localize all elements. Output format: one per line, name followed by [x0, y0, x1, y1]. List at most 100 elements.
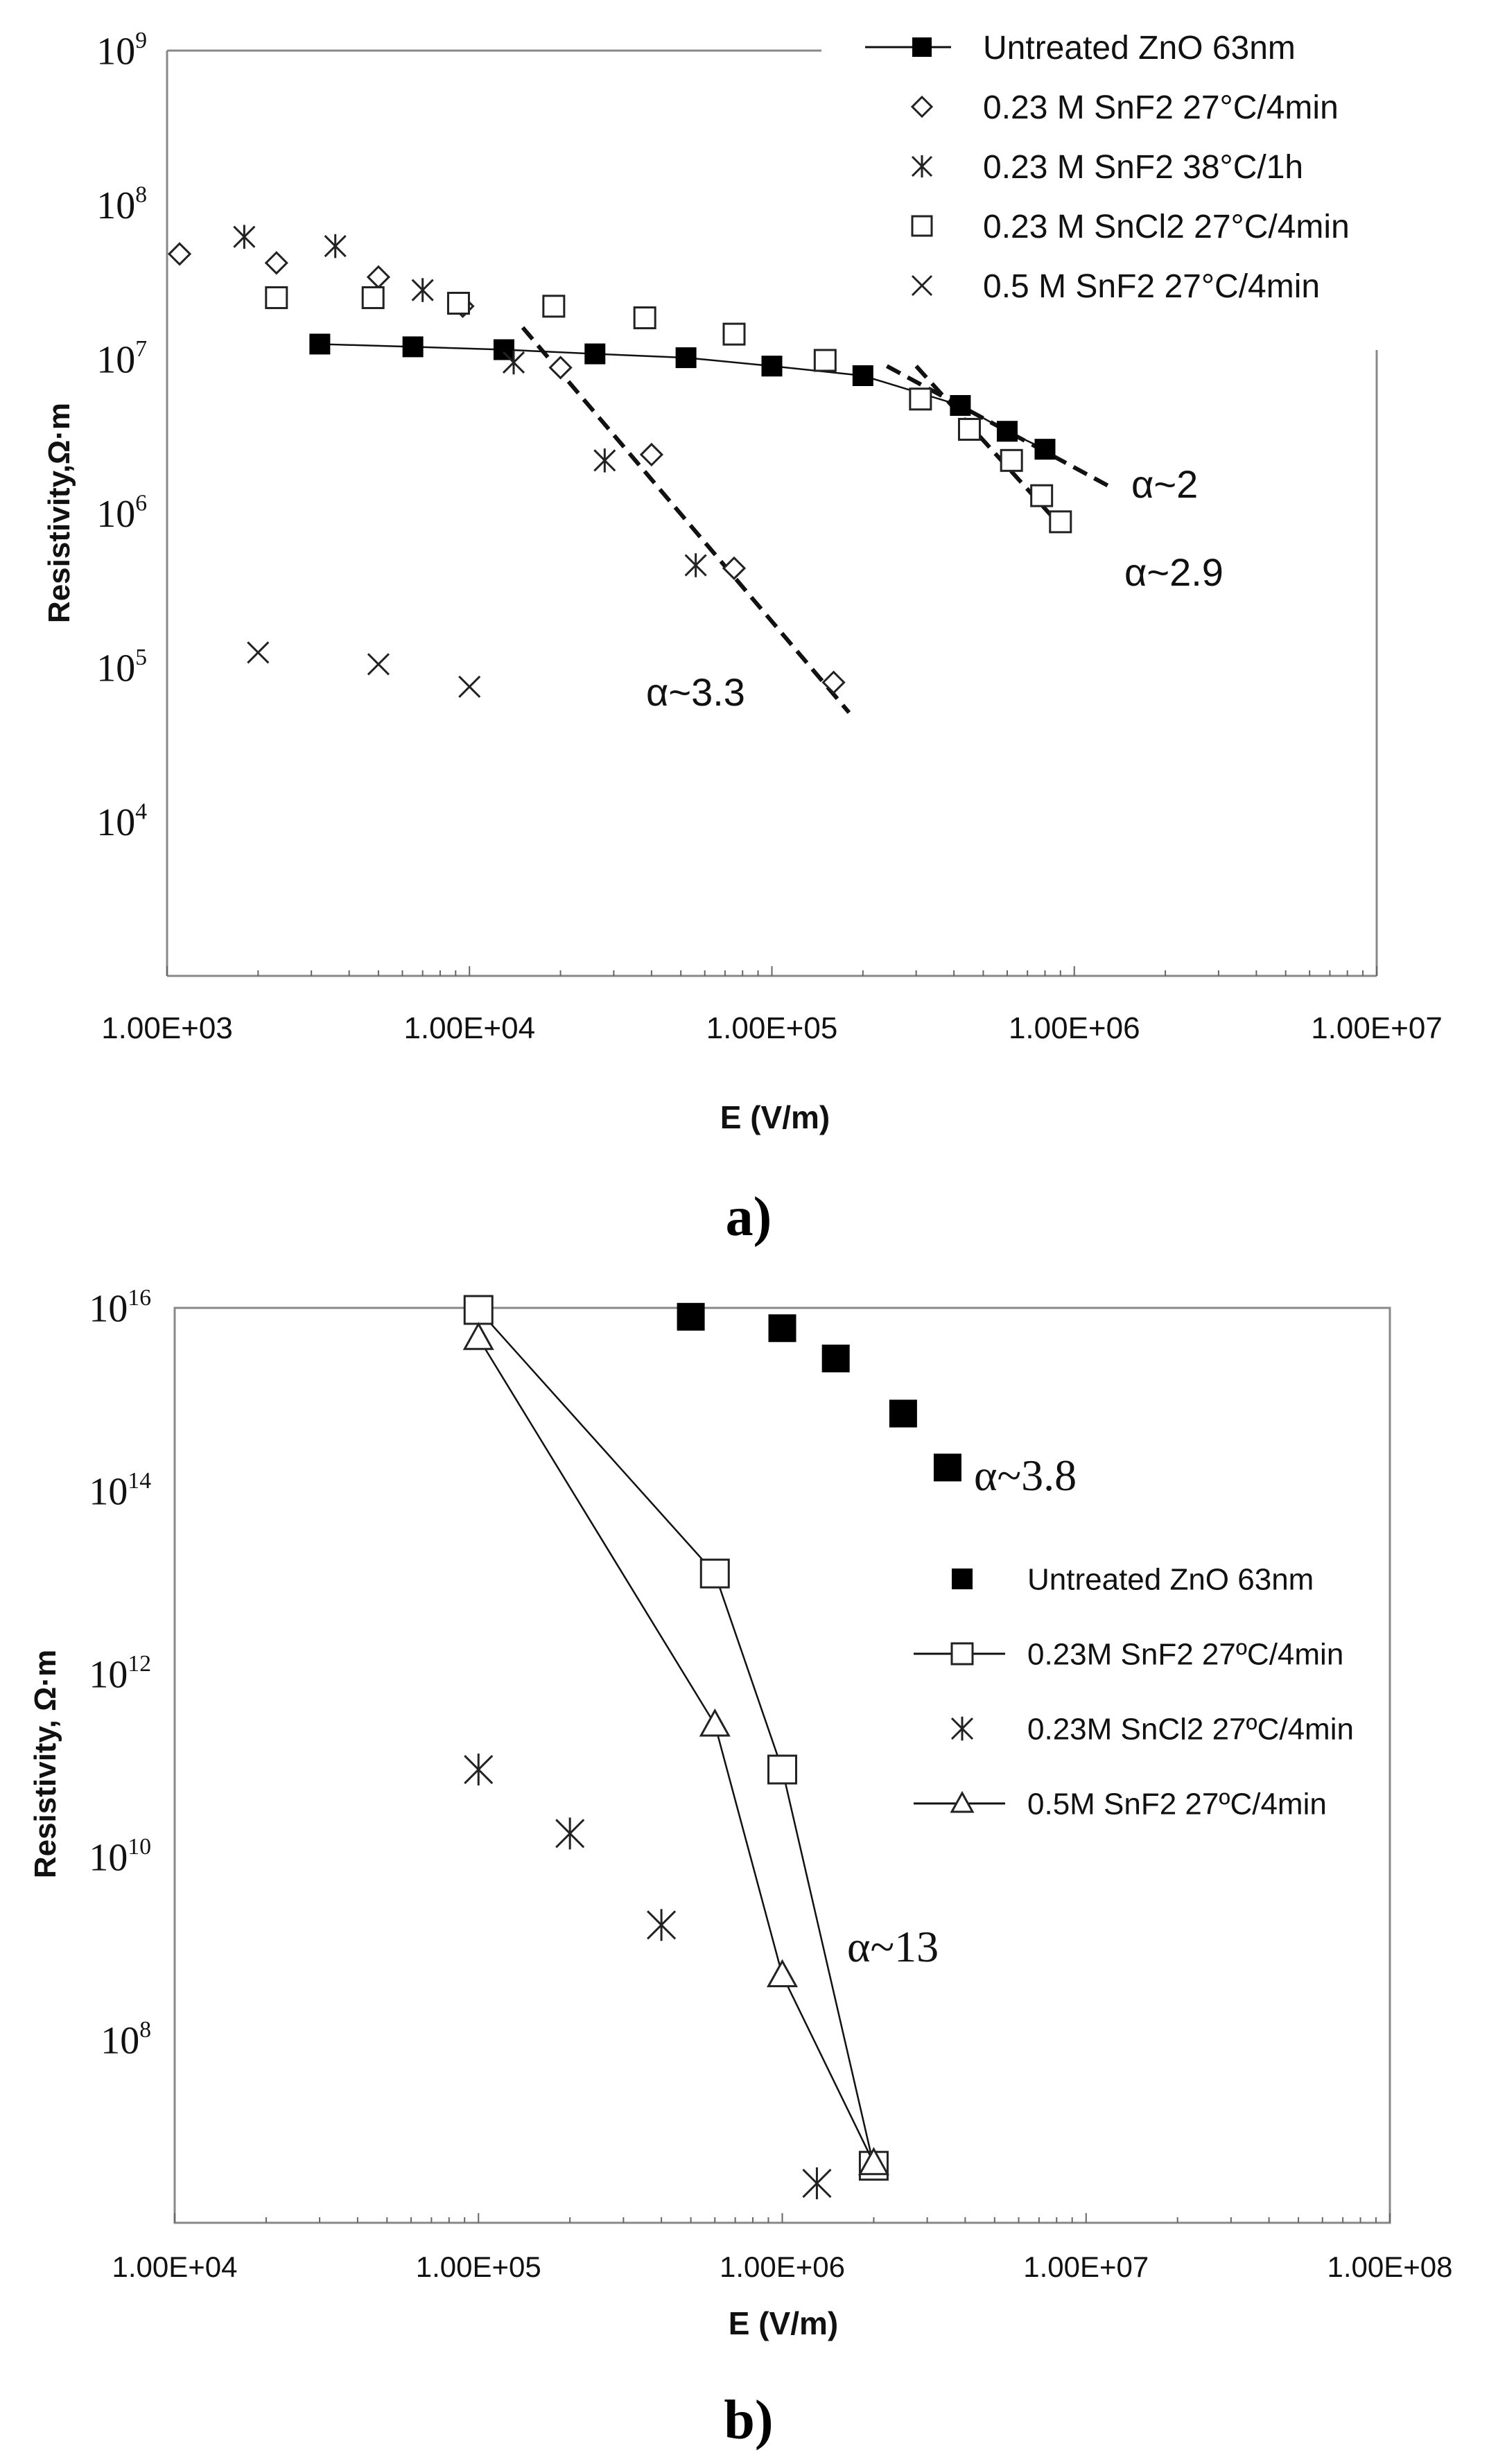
series-line — [478, 1309, 875, 2167]
data-point — [367, 653, 390, 676]
x-tick-label: 1.00E+07 — [1311, 1011, 1443, 1045]
data-point — [857, 2147, 889, 2176]
data-point — [996, 421, 1018, 442]
data-point — [821, 670, 846, 694]
data-point — [821, 1344, 850, 1372]
y-axis-label-a: Resistivity,Ω·m — [42, 403, 76, 623]
y-tick-label: 1010 — [89, 1834, 151, 1880]
data-point — [264, 251, 288, 275]
data-point — [411, 278, 434, 302]
y-tick-labels-a: 104 105 106 107 108 109 — [96, 28, 147, 844]
x-tick-label: 1.00E+06 — [720, 2251, 845, 2283]
legend-entry-0-23-m-snf2-38-c-1h: 0.23 M SnF2 38°C/1h — [911, 149, 1303, 186]
data-point — [684, 553, 707, 577]
annotation-alpha-3-8: α~3.8 — [974, 1451, 1077, 1500]
x-axis-label-b: E (V/m) — [729, 2305, 838, 2341]
legend-marker — [950, 1790, 975, 1813]
legend-label: Untreated ZnO 63nm — [983, 30, 1296, 67]
y-tick-label: 105 — [96, 645, 147, 690]
fit-label-alpha-2-9: α~2.9 — [1124, 550, 1224, 594]
series-0-5-m-snf2-27-c-4min — [247, 641, 481, 698]
data-point — [324, 234, 347, 259]
data-point — [768, 1314, 796, 1343]
legend-label: 0.23 M SnF2 38°C/1h — [983, 149, 1303, 186]
y-tick-label: 1016 — [89, 1285, 151, 1331]
series-0-23m-snf2-27-c-4min — [463, 1295, 889, 2181]
data-point — [502, 350, 525, 375]
panel-label-b: b) — [724, 2390, 773, 2451]
data-point — [1049, 510, 1072, 534]
data-point — [555, 1817, 585, 1850]
x-tick-label: 1.00E+04 — [403, 1011, 535, 1045]
legend-b: Untreated ZnO 63nm 0.23M SnF2 27ºC/4min 0.… — [914, 1562, 1354, 1821]
legend-a: Untreated ZnO 63nm 0.23 M SnF2 27°C/4min 0… — [865, 30, 1350, 305]
data-point — [247, 641, 270, 664]
legend-label: 0.23 M SnF2 27°C/4min — [983, 89, 1339, 126]
data-point — [593, 448, 616, 473]
series-untreated-zno-63nm — [677, 1302, 961, 1482]
data-point — [462, 1322, 494, 1350]
data-point — [548, 356, 573, 380]
legend-entry-0-23-m-sncl2-27-c-4min: 0.23 M SnCl2 27°C/4min — [911, 209, 1350, 245]
data-point — [852, 365, 873, 387]
legend-marker — [910, 95, 934, 119]
x-axis-label-a: E (V/m) — [720, 1099, 830, 1135]
legend-marker — [950, 1642, 974, 1666]
series-0-23-m-snf2-38-c-1h — [233, 225, 707, 577]
legend-entry-0-23m-sncl2-27-c-4min: 0.23M SnCl2 27ºC/4min — [950, 1712, 1354, 1746]
legend-label: 0.23M SnCl2 27ºC/4min — [1027, 1712, 1354, 1746]
data-point — [950, 394, 971, 416]
annotation-alpha-13: α~13 — [847, 1922, 939, 1971]
data-point — [309, 333, 331, 355]
legend-entry-0-23-m-snf2-27-c-4min: 0.23 M SnF2 27°C/4min — [910, 89, 1339, 126]
data-point — [361, 286, 385, 309]
data-point — [493, 339, 514, 360]
data-point — [957, 417, 981, 441]
legend-entry-untreated-zno-63nm: Untreated ZnO 63nm — [865, 30, 1296, 67]
fit-label-alpha-3-3: α~3.3 — [646, 670, 745, 714]
data-point — [1034, 439, 1056, 460]
y-tick-label: 1014 — [89, 1468, 151, 1514]
y-tick-label: 104 — [96, 799, 147, 845]
y-axis-label-b: Resistivity, Ω·m — [28, 1650, 62, 1878]
legend-marker — [950, 1716, 974, 1741]
data-point — [909, 387, 932, 411]
data-point — [265, 286, 288, 309]
legend-label: 0.5 M SnF2 27°C/4min — [983, 268, 1320, 305]
series-line — [478, 1337, 875, 2164]
y-tick-label: 109 — [96, 28, 147, 73]
data-point — [464, 1754, 494, 1786]
data-point — [722, 322, 746, 346]
data-point — [933, 1453, 961, 1482]
x-axis-ticks-a — [166, 966, 1377, 976]
x-tick-label: 1.00E+08 — [1327, 2251, 1452, 2283]
data-point — [647, 1909, 677, 1941]
series-a — [167, 225, 1072, 698]
x-tick-labels-a: 1.00E+03 1.00E+04 1.00E+05 1.00E+06 1.00E+07 — [101, 1011, 1443, 1045]
data-point — [1000, 448, 1023, 472]
data-point — [813, 349, 837, 372]
x-tick-label: 1.00E+06 — [1009, 1011, 1140, 1045]
series-untreated-zno-63nm — [309, 333, 1056, 460]
data-point — [402, 336, 424, 358]
x-tick-label: 1.00E+03 — [101, 1011, 233, 1045]
legend-marker — [912, 37, 932, 57]
data-point — [889, 1399, 917, 1428]
y-tick-label: 108 — [96, 182, 147, 228]
legend-entry-0-23m-snf2-27-c-4min: 0.23M SnF2 27ºC/4min — [914, 1637, 1343, 1671]
y-tick-label: 1012 — [89, 1651, 151, 1697]
legend-entry-0-5-m-snf2-27-c-4min: 0.5 M SnF2 27°C/4min — [911, 268, 1320, 305]
data-point — [802, 2167, 832, 2200]
y-tick-labels-b: 108 1010 1012 1014 1016 — [89, 1285, 151, 2063]
legend-marker — [911, 155, 933, 178]
data-point — [233, 225, 256, 249]
series-0-23m-sncl2-27-c-4min — [464, 1754, 832, 2200]
data-point — [639, 442, 664, 467]
data-point — [722, 556, 747, 580]
series-0-5m-snf2-27-c-4min — [462, 1322, 889, 2176]
legend-label: 0.23 M SnCl2 27°C/4min — [983, 209, 1350, 245]
x-tick-label: 1.00E+05 — [416, 2251, 541, 2283]
y-tick-label: 108 — [101, 2017, 151, 2063]
data-point — [633, 306, 656, 330]
